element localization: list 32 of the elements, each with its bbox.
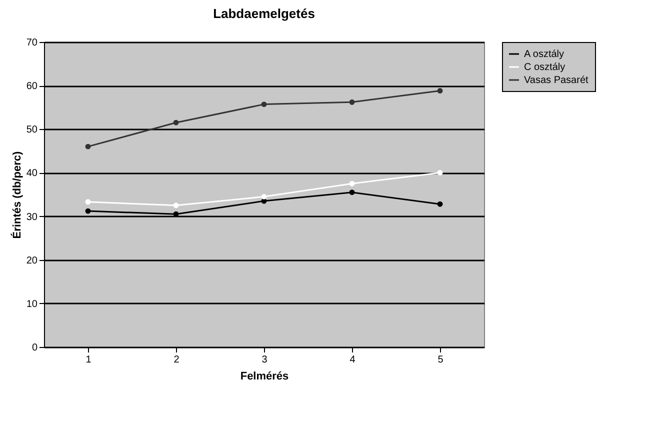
y-tick-label: 30 (26, 212, 38, 223)
point (261, 194, 267, 200)
y-tick-label: 50 (26, 124, 38, 136)
x-tick-label: 5 (438, 354, 444, 366)
legend-label: C osztály (524, 62, 566, 73)
legend-label: A osztály (524, 49, 564, 60)
x-tick-label: 1 (86, 354, 92, 366)
y-tick-label: 20 (26, 255, 38, 266)
x-axis-title: Felmérés (240, 370, 289, 382)
y-axis-title: Érintés (db/perc) (10, 150, 24, 239)
y-tick-label: 40 (26, 168, 38, 180)
point (349, 99, 355, 105)
point (437, 201, 443, 207)
chart-title: Labdaemelgetés (213, 6, 315, 21)
point (349, 190, 355, 196)
x-tick-label: 4 (350, 354, 356, 366)
y-tick-label: 70 (26, 38, 38, 48)
point (173, 120, 179, 126)
point (85, 208, 91, 214)
point (349, 180, 355, 186)
x-tick-label: 2 (174, 354, 180, 366)
point (173, 202, 179, 208)
y-tick-label: 0 (32, 342, 38, 354)
point (85, 199, 91, 205)
point (437, 88, 443, 94)
x-tick-label: 3 (262, 354, 268, 366)
y-tick-label: 60 (26, 81, 38, 92)
point (437, 170, 443, 176)
legend-label: Vasas Pasarét (524, 75, 589, 86)
y-tick-label: 10 (26, 298, 38, 310)
point (261, 102, 267, 108)
point (85, 144, 91, 150)
